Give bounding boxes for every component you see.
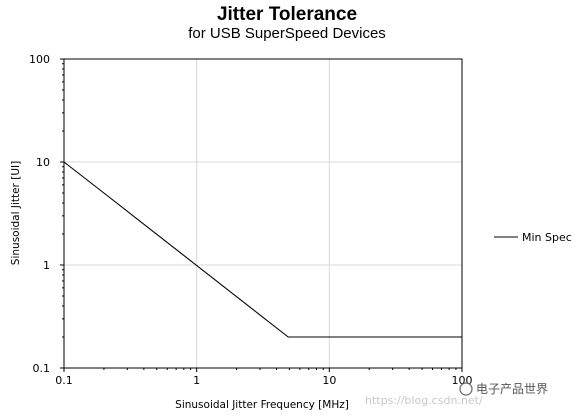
y-tick-label: 0.1 — [33, 362, 51, 375]
x-tick-label: 1 — [193, 374, 200, 387]
chart-title: Jitter Tolerance — [217, 4, 357, 25]
y-tick-label: 10 — [36, 156, 50, 169]
y-axis-label: Sinusoidal Jitter [UI] — [10, 161, 22, 265]
y-tick-label: 100 — [29, 53, 50, 66]
x-axis-label: Sinusoidal Jitter Frequency [MHz] — [175, 399, 349, 411]
series-line-min-spec — [63, 161, 462, 338]
watermark-url: https://blog.csdn.net/ — [365, 394, 483, 407]
grid — [63, 58, 463, 369]
watermark: https://blog.csdn.net/ 电子产品世界 — [365, 382, 548, 407]
legend-label-min-spec: Min Spec — [522, 231, 572, 244]
watermark-brand: 电子产品世界 — [476, 382, 548, 396]
watermark-logo-icon — [459, 382, 473, 396]
plot-area-frame — [63, 58, 463, 369]
series-lines — [63, 161, 462, 338]
legend: Min Spec — [494, 231, 572, 244]
y-tick-label: 1 — [43, 259, 50, 272]
x-tick-label: 100 — [452, 374, 473, 387]
x-tick-label: 10 — [322, 374, 336, 387]
chart-subtitle: for USB SuperSpeed Devices — [188, 25, 386, 42]
axis-ticks: 0.1 1 10 100 0.1 1 10 100 — [29, 53, 473, 387]
x-tick-label: 0.1 — [55, 374, 73, 387]
